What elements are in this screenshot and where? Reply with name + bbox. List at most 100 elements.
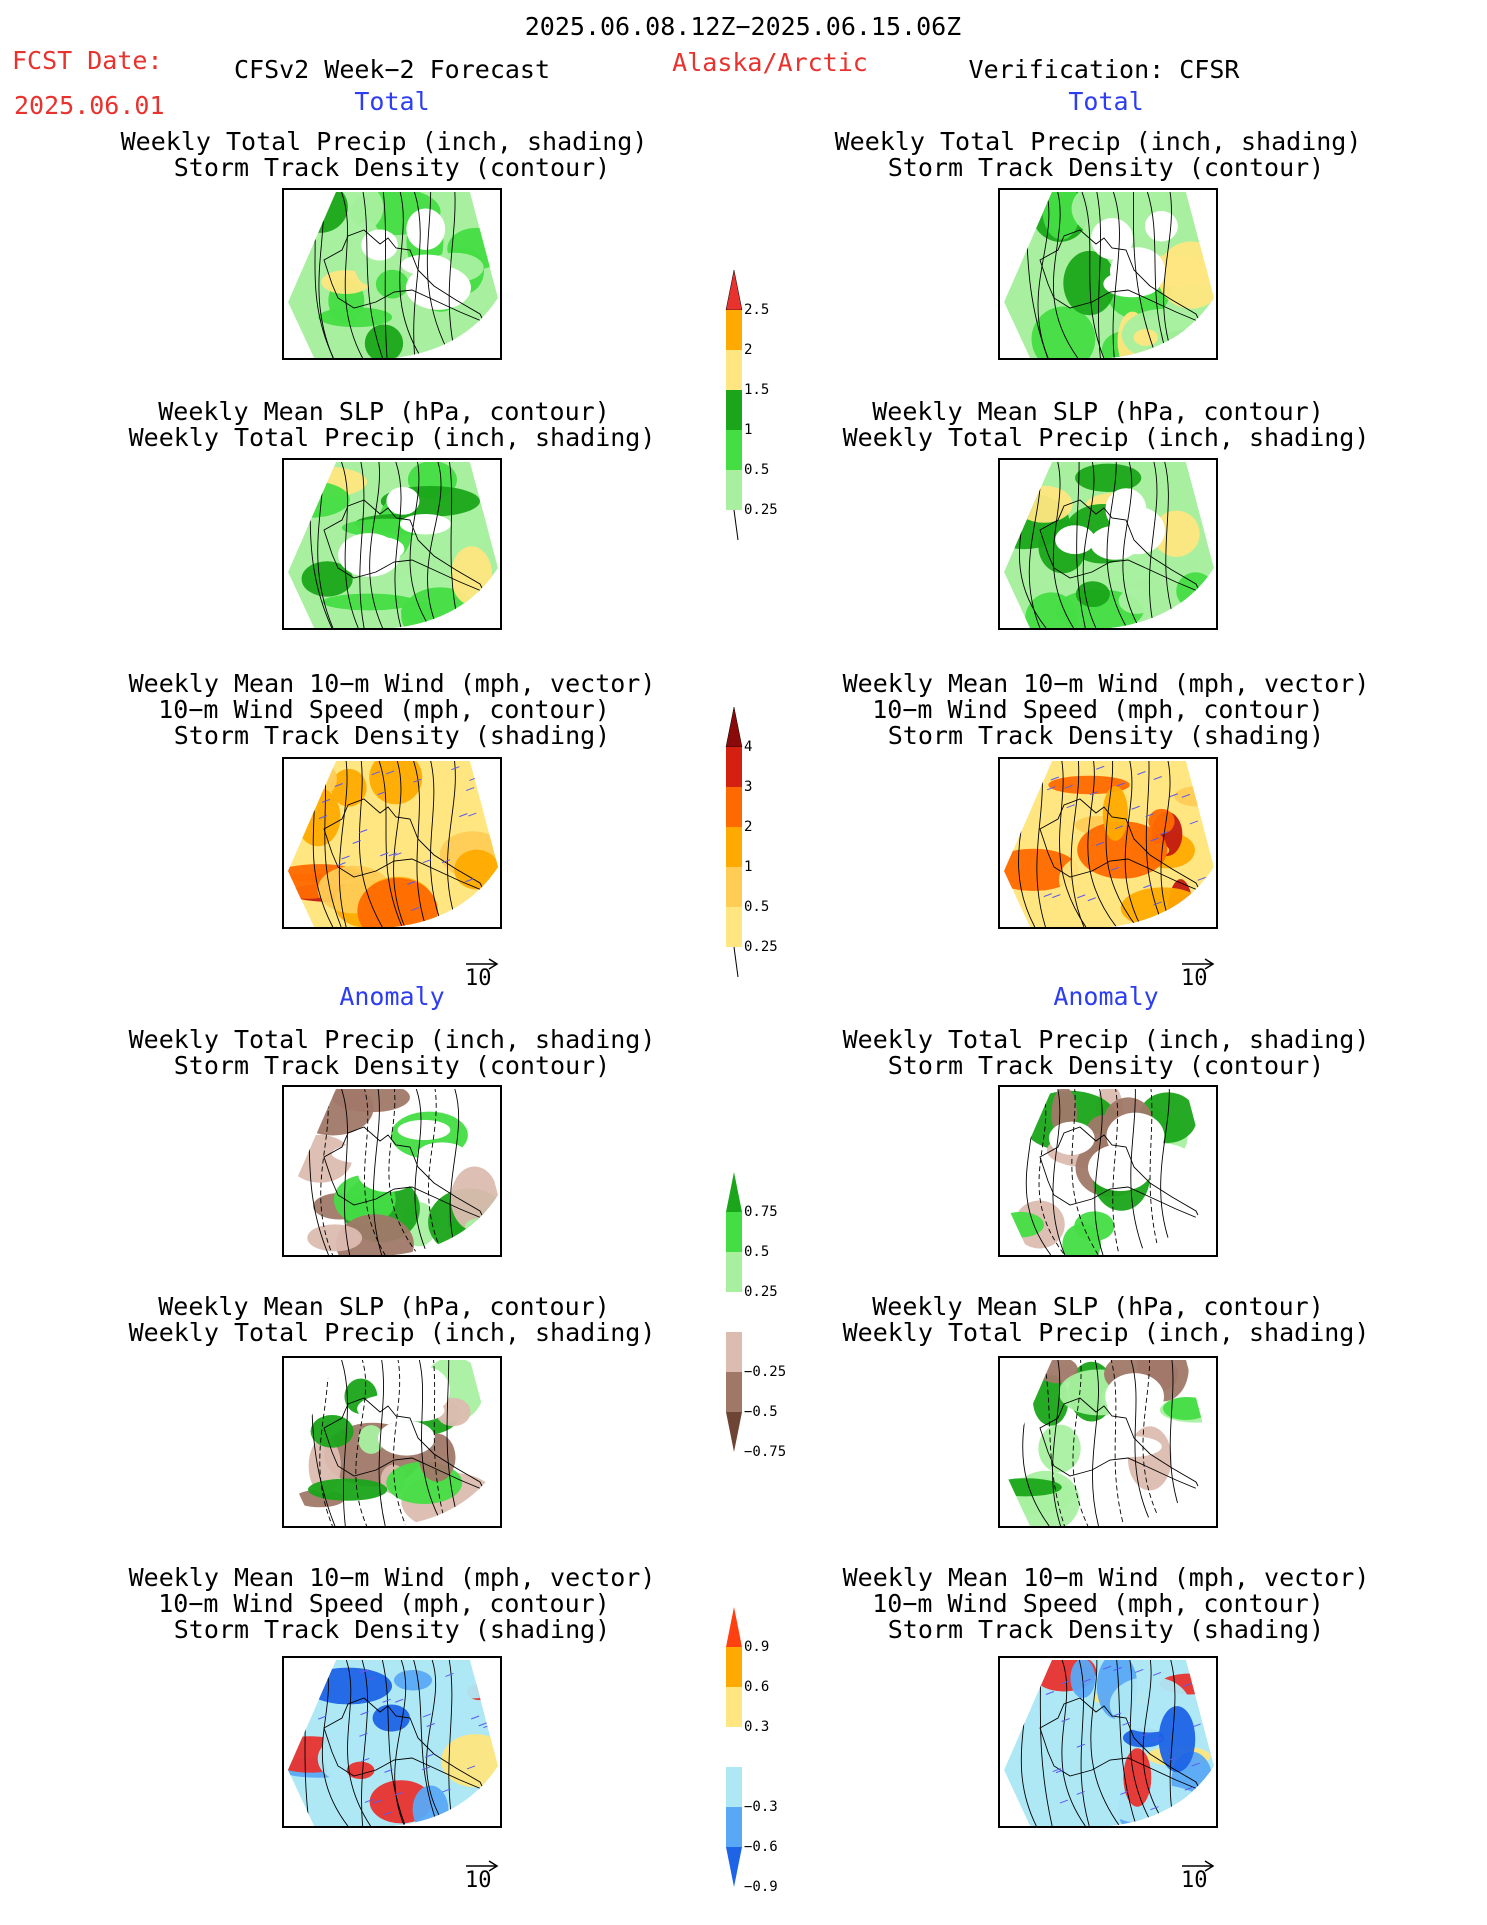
map-field-blob <box>372 1704 410 1732</box>
title-l1a: Weekly Total Precip (inch, shading) <box>120 127 648 156</box>
map-field-blob <box>1074 1211 1115 1241</box>
map-wind-vector <box>1185 1801 1195 1806</box>
colorbar-swatch <box>726 1647 742 1687</box>
map-wind-vector <box>384 1768 393 1773</box>
map-contour <box>1052 1089 1066 1255</box>
map-field-blob <box>346 1761 375 1779</box>
map-contour <box>1106 462 1128 628</box>
map-field-blob <box>1158 1706 1196 1773</box>
map-contour <box>1078 1660 1090 1826</box>
map-contour <box>1112 1089 1120 1255</box>
region-title: Alaska/Arctic <box>672 48 868 77</box>
map-contour <box>1096 192 1101 358</box>
map-contour <box>429 761 444 927</box>
map-contour <box>1070 761 1085 927</box>
map-field-blob <box>1025 592 1078 628</box>
map-wind-vector <box>1064 784 1073 789</box>
map-wind-vector <box>1153 1737 1162 1742</box>
colorbar-bottom-triangle <box>726 1847 742 1887</box>
map-wind-vector <box>465 787 475 792</box>
title-r6c: Storm Track Density (shading) <box>887 1615 1325 1644</box>
map-canvas <box>1004 462 1214 628</box>
colorbar-swatch <box>726 1807 742 1847</box>
map-wind-vector <box>358 1669 367 1674</box>
map-wind-vector <box>388 852 397 857</box>
colorbar-tick-label: 2 <box>744 342 753 358</box>
map-canvas <box>1004 761 1214 927</box>
map-contour <box>412 761 427 927</box>
map-field-blob <box>1075 463 1142 493</box>
title-l3c: Storm Track Density (shading) <box>173 721 611 750</box>
map-contour <box>428 1089 444 1255</box>
map-field-gap <box>377 1420 435 1456</box>
colorbar-swatch <box>726 1727 742 1767</box>
colorbar-tick-label: 2 <box>744 819 753 835</box>
map-fcst-total-precip <box>282 188 502 360</box>
colorbar-swatch <box>726 470 742 510</box>
map-field-gap <box>1110 247 1166 295</box>
map-field-blob <box>1127 1426 1172 1491</box>
map-contour <box>359 462 365 628</box>
forecast-period: 2025.06.08.12Z−2025.06.15.06Z <box>524 12 962 41</box>
section-total-left: Total <box>354 87 430 116</box>
title-r4b: Storm Track Density (contour) <box>887 1051 1325 1080</box>
map-field-blob <box>1133 329 1158 346</box>
colorbar-tick-label: 0.3 <box>744 1719 770 1735</box>
map-contour <box>413 192 421 358</box>
map-contour <box>361 1660 369 1826</box>
section-anomaly-left: Anomaly <box>339 982 445 1011</box>
vector-ref-r2: 10 <box>1181 1860 1215 1892</box>
map-contour <box>446 1360 461 1526</box>
map-contour <box>1110 1360 1125 1526</box>
map-contour <box>362 192 383 358</box>
map-coastline <box>1039 1697 1201 1791</box>
map-wind-vector <box>1122 1721 1131 1726</box>
map-field-blob <box>450 546 493 605</box>
colorbar-swatch <box>726 430 742 470</box>
map-wind-vector <box>1192 1723 1201 1728</box>
map-wind-vector <box>1082 1678 1091 1683</box>
map-field-blob <box>464 1217 498 1235</box>
map-wind-vector <box>466 1765 476 1770</box>
map-wind-vector <box>1076 1743 1086 1748</box>
colorbar-tick-label: −0.25 <box>744 1364 787 1380</box>
map-contour <box>1076 462 1086 628</box>
colorbar-tick-label: 0.25 <box>744 502 778 518</box>
map-field-blob <box>307 1478 388 1501</box>
map-wind-vector <box>359 829 368 834</box>
map-wind-vector <box>1113 1667 1122 1671</box>
map-contour <box>1115 1660 1137 1826</box>
map-contour <box>363 1089 386 1255</box>
map-wind-vector <box>361 1757 370 1762</box>
map-field-gap <box>361 229 398 261</box>
map-wind-vector <box>470 1715 480 1720</box>
map-contour <box>1090 1660 1120 1826</box>
map-contour <box>426 1660 446 1826</box>
colorbar-tick-label: −0.9 <box>744 1879 778 1895</box>
map-coastline <box>1039 229 1201 323</box>
map-wind-vector <box>1120 1790 1129 1795</box>
map-field-gap <box>386 486 420 515</box>
colorbar-top-triangle <box>725 706 743 748</box>
map-wind-vector <box>1137 771 1146 775</box>
map-verif-anom-slp <box>998 1356 1218 1528</box>
colorbar-tick-label: −0.75 <box>744 1444 787 1460</box>
map-wind-vector <box>422 859 432 864</box>
map-contour <box>358 761 383 927</box>
title-l2a: Weekly Mean SLP (hPa, contour) <box>158 397 610 426</box>
map-wind-vector <box>352 840 361 844</box>
title-r4a: Weekly Total Precip (inch, shading) <box>842 1025 1370 1054</box>
map-verif-anom-wind <box>998 1656 1218 1828</box>
map-wind-vector <box>1089 791 1099 796</box>
map-wind-vector <box>478 1722 487 1727</box>
title-l6c: Storm Track Density (shading) <box>173 1615 611 1644</box>
map-contour <box>393 761 406 927</box>
map-coastline <box>1039 499 1201 593</box>
title-l5b: Weekly Total Precip (inch, shading) <box>128 1318 656 1347</box>
colorbar-tick-label: 0.9 <box>744 1639 770 1655</box>
title-l1b: Storm Track Density (contour) <box>173 153 611 182</box>
map-field-blob <box>454 849 498 890</box>
colorbar-bottom-triangle <box>726 1412 742 1452</box>
map-wind-vector <box>1143 884 1152 889</box>
map-coastline <box>1039 1397 1201 1491</box>
